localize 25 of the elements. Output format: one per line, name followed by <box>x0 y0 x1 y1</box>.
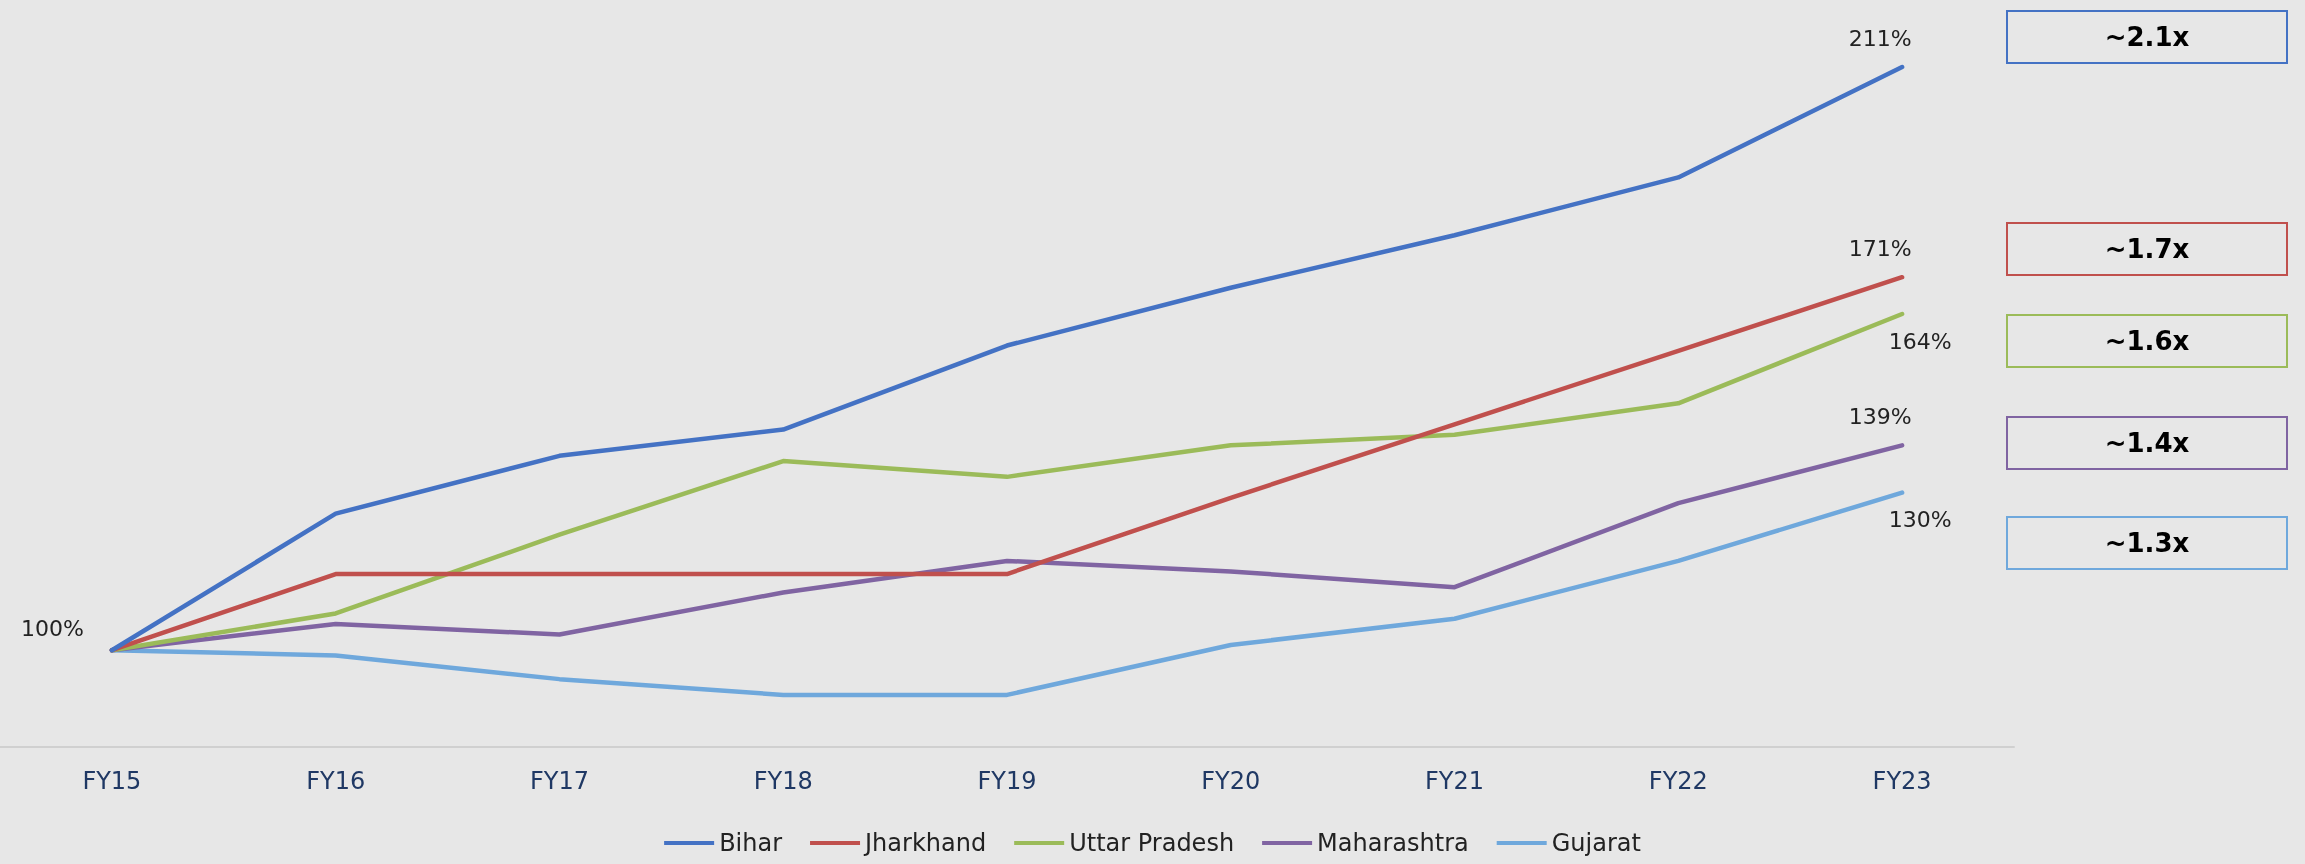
data-label: 100% <box>20 615 84 641</box>
x-tick-label: FY23 <box>1872 767 1932 795</box>
x-tick-label: FY20 <box>1201 767 1261 795</box>
data-label: 171% <box>1848 235 1912 261</box>
x-tick-label: FY21 <box>1425 767 1485 795</box>
data-label: 139% <box>1848 403 1912 429</box>
x-tick-label: FY19 <box>977 767 1037 795</box>
legend-label: Bihar <box>719 829 783 857</box>
data-label: 164% <box>1888 328 1952 354</box>
legend-label: Gujarat <box>1551 829 1641 857</box>
x-tick-label: FY18 <box>753 767 813 795</box>
x-tick-label: FY16 <box>306 767 366 795</box>
multiplier-box: ~1.7x <box>2006 222 2288 276</box>
multiplier-box: ~2.1x <box>2006 10 2288 64</box>
x-tick-label: FY17 <box>529 767 589 795</box>
legend-label: Jharkhand <box>863 829 987 857</box>
multiplier-box: ~1.3x <box>2006 516 2288 570</box>
legend-label: Maharashtra <box>1317 829 1469 857</box>
multiplier-box: ~1.6x <box>2006 314 2288 368</box>
data-label: 130% <box>1888 507 1952 533</box>
x-tick-label: FY22 <box>1648 767 1708 795</box>
data-label: 211% <box>1848 25 1912 51</box>
multiplier-box: ~1.4x <box>2006 416 2288 470</box>
x-tick-label: FY15 <box>82 767 142 795</box>
legend-label: Uttar Pradesh <box>1069 829 1235 857</box>
